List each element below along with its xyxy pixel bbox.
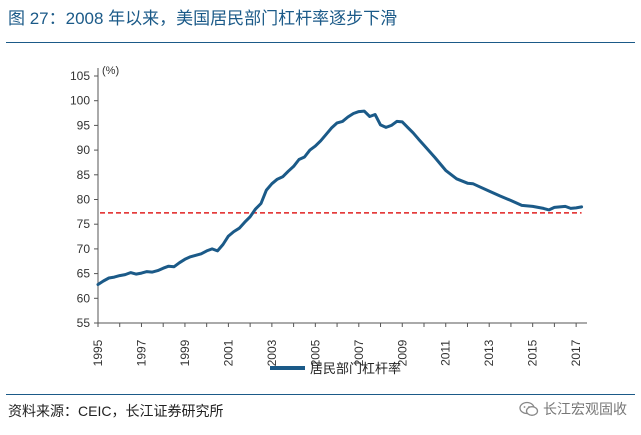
watermark-text: 长江宏观固收: [543, 401, 627, 417]
chart-legend: 居民部门杠杆率: [270, 361, 401, 376]
y-tick-label: 75: [77, 217, 91, 231]
y-tick-label: 65: [77, 267, 91, 281]
leverage-line-chart: 55 60 65 70 75 80 85 90 95 100 105 (%) 1995 1997 1999…: [70, 65, 587, 376]
y-axis-unit-label: (%): [102, 65, 119, 77]
x-tick-label: 2003: [265, 339, 279, 366]
x-tick-label: 2001: [221, 339, 235, 366]
y-tick-label: 60: [77, 291, 91, 305]
series-line-household-leverage: [96, 109, 584, 286]
x-tick-label: 1999: [178, 339, 192, 366]
x-tick-label: 2015: [526, 339, 540, 366]
y-tick-label: 105: [70, 69, 90, 83]
y-tick-label: 100: [70, 94, 90, 108]
x-tick-label: 2017: [569, 339, 583, 366]
wechat-icon: [519, 401, 539, 416]
source-note: 资料来源：CEIC，长江证券研究所: [8, 403, 224, 419]
y-tick-label: 70: [77, 242, 91, 256]
title-divider: [6, 42, 635, 43]
y-tick-label: 95: [77, 118, 91, 132]
footer-divider: [6, 394, 635, 395]
y-tick-label: 90: [77, 143, 91, 157]
x-tick-label: 2009: [395, 339, 409, 366]
x-axis: 1995 1997 1999 2001 2003 2005 2007 2009 2011 2013…: [91, 322, 587, 366]
watermark: 长江宏观固收: [519, 399, 627, 419]
x-tick-label: 2011: [439, 340, 453, 366]
x-tick-label: 2005: [308, 339, 322, 366]
x-tick-label: 1995: [91, 339, 105, 366]
x-tick-label: 1997: [134, 339, 148, 366]
y-tick-label: 55: [77, 316, 91, 330]
y-tick-label: 80: [77, 193, 91, 207]
x-tick-label: 2007: [352, 339, 366, 366]
x-tick-label: 2013: [482, 339, 496, 366]
y-tick-label: 85: [77, 168, 91, 182]
plot-area: [96, 109, 584, 286]
figure-title: 图 27：2008 年以来，美国居民部门杠杆率逐步下滑: [8, 9, 398, 28]
y-axis: 55 60 65 70 75 80 85 90 95 100 105 (%): [70, 65, 119, 330]
legend-label: 居民部门杠杆率: [310, 361, 401, 376]
